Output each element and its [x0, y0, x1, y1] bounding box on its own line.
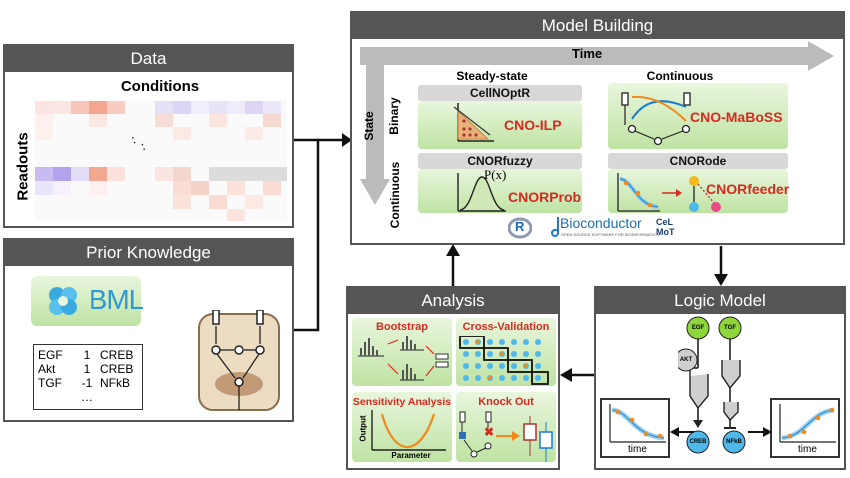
data-panel-title: Data	[5, 46, 292, 72]
fuzzy-distribution-icon	[457, 173, 506, 212]
logic-model-panel: Logic Model EGF TGF AKT CREB NFkB time	[594, 286, 846, 470]
node-egf: EGF	[691, 325, 705, 331]
cellnoptr-logo-line2: MoT	[656, 227, 675, 237]
fit-plot-left: time	[600, 398, 670, 458]
table-cell: …	[81, 390, 93, 404]
analysis-title: Analysis	[348, 288, 558, 314]
ode-plot-icon	[617, 173, 721, 212]
sensitivity-curve-icon	[371, 410, 446, 451]
output-axis-label: Output	[358, 415, 368, 442]
svg-text:✖: ✖	[484, 425, 494, 439]
table-cell: CREB	[100, 362, 134, 376]
analysis-panel: Analysis Bootstrap Cross-Validation Sens…	[346, 286, 560, 470]
cell-network-icon	[198, 310, 280, 411]
time-arrow	[360, 41, 834, 71]
table-row: …	[34, 390, 142, 404]
arrow-model-to-logic	[714, 246, 728, 286]
cno-ilp-label: CNO-ILP	[504, 117, 562, 133]
fit-curve-right	[779, 404, 836, 443]
table-cell: EGF	[38, 348, 63, 362]
data-heatmap	[35, 101, 287, 221]
cellnoptr-cell	[418, 101, 582, 149]
cnorfuzzy-label: CNORfuzzy	[418, 153, 582, 169]
table-row: TGF -1 NFkB	[34, 376, 142, 390]
knock-out-network-icon: ✖	[459, 411, 553, 462]
cno-maboss-cell	[608, 83, 788, 149]
connector-to-model	[294, 133, 352, 332]
binary-label: Binary	[387, 97, 401, 135]
fit-curve-left	[609, 404, 666, 443]
bioconductor-logo-icon	[550, 217, 559, 237]
table-cell: 1	[83, 348, 91, 362]
logic-model-title: Logic Model	[596, 288, 844, 314]
prior-knowledge-panel: Prior Knowledge SBML EGF 1 CREB Akt 1 CREB T…	[3, 238, 294, 422]
sensitivity-label: Sensitivity Analysis	[352, 396, 452, 408]
readouts-label: Readouts	[14, 132, 32, 201]
node-akt: AKT	[679, 357, 693, 363]
r-logo-icon	[508, 217, 532, 239]
table-cell: Akt	[38, 362, 56, 376]
sbml-logo-text: SBML	[71, 284, 144, 315]
maboss-plot-icon	[621, 92, 691, 146]
model-building-title: Model Building	[352, 13, 843, 39]
continuous-row-label: Continuous	[388, 161, 402, 229]
arrow-logic-to-analysis	[560, 368, 598, 382]
cellnoptr-label: CellNOptR	[418, 85, 582, 101]
bioconductor-subtext: OPEN SOURCE SOFTWARE FOR BIOINFORMATICS	[561, 232, 660, 237]
steady-state-label: Steady-state	[456, 69, 528, 83]
cnorfuzzy-cell	[418, 169, 582, 213]
prior-knowledge-title: Prior Knowledge	[5, 240, 292, 266]
parameter-axis-label: Parameter	[391, 451, 431, 460]
state-label: State	[362, 111, 376, 141]
cno-maboss-label: CNO-MaBoSS	[690, 109, 783, 125]
fit-plot-right: time	[770, 398, 840, 458]
cnorode-label: CNORode	[608, 153, 788, 169]
table-cell	[34, 390, 74, 404]
cellnoptr-logo-line1: CeL	[656, 217, 674, 227]
conditions-label: Conditions	[120, 78, 200, 95]
time-label: Time	[572, 46, 603, 61]
logic-network-diagram	[678, 316, 746, 454]
knock-out-label: Knock Out	[478, 396, 534, 408]
table-cell: -1	[81, 376, 93, 390]
table-cell: 1	[83, 362, 91, 376]
r-logo-text: R	[515, 219, 525, 234]
time-axis-left: time	[628, 444, 647, 455]
node-tgf: TGF	[724, 325, 736, 331]
cnorprob-label: CNORProb	[508, 189, 582, 205]
table-cell: NFkB	[100, 376, 130, 390]
sbml-logo: SBML	[31, 276, 144, 326]
px-label: P(x)	[484, 167, 507, 182]
cellnoptr-logo: CeL MoT	[656, 217, 678, 237]
node-nfkb: NFkB	[726, 439, 742, 445]
table-row: EGF 1 CREB	[34, 348, 142, 362]
ilp-plot-icon	[453, 103, 494, 142]
bootstrap-label: Bootstrap	[376, 321, 428, 333]
cnorfeeder-label: CNORfeeder	[706, 181, 790, 197]
cross-validation-grid-icon	[459, 336, 549, 385]
state-arrow	[360, 47, 390, 205]
arrow-nfkb-to-plot	[748, 427, 772, 437]
arrow-creb-to-plot	[670, 427, 694, 437]
bioconductor-text: Bioconductor	[560, 215, 642, 231]
interaction-table: EGF 1 CREB Akt 1 CREB TGF -1 NFkB …	[33, 344, 143, 410]
continuous-col-label: Continuous	[646, 69, 714, 83]
bootstrap-histogram-icon	[358, 336, 449, 381]
time-axis-right: time	[798, 444, 817, 455]
table-row: Akt 1 CREB	[34, 362, 142, 376]
knock-out-cell	[456, 392, 556, 462]
sbml-logo-mark-icon	[49, 287, 77, 315]
table-cell: CREB	[100, 348, 134, 362]
cross-validation-label: Cross-Validation	[462, 321, 550, 333]
table-cell: TGF	[38, 376, 62, 390]
data-panel: Data Conditions Readouts	[3, 44, 294, 228]
model-building-panel: Model Building Time State Binary Continu…	[350, 11, 845, 245]
arrow-analysis-to-model	[446, 244, 460, 286]
node-creb: CREB	[689, 439, 707, 445]
